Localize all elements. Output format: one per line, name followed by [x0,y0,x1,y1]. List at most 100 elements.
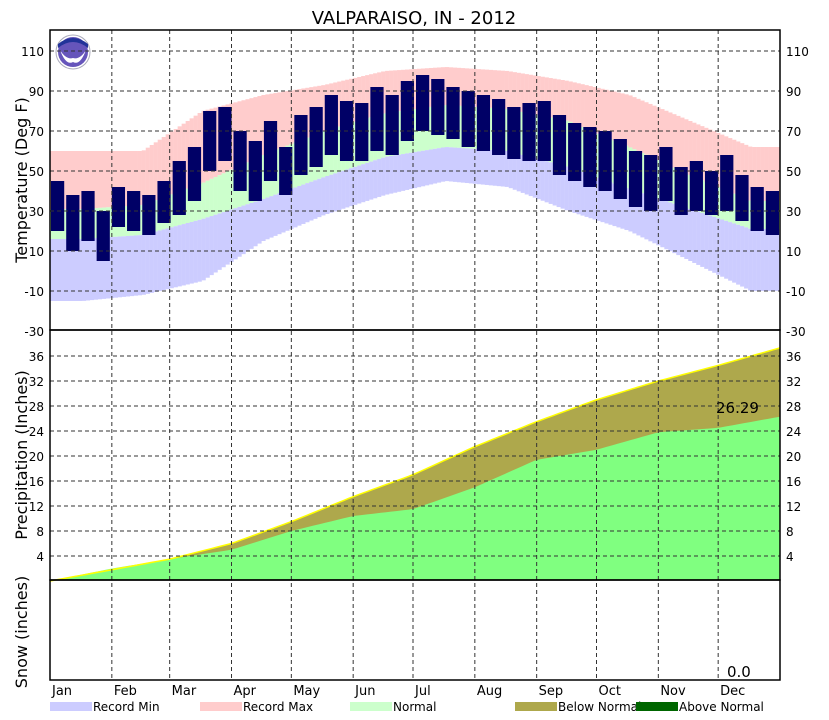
record-min-bar [113,236,119,298]
record-min-bar [369,161,374,200]
record-min-bar [732,223,737,283]
record-max-bar [576,83,581,126]
record-min-bar [181,224,186,286]
precip-tick-right: 36 [786,350,801,364]
legend-label: Below Normal [558,700,641,714]
precip-tick-right: 16 [786,475,801,489]
record-max-bar [748,146,753,201]
record-min-bar [648,195,653,242]
temp-tick-right: 50 [786,165,801,179]
record-max-bar [544,77,549,117]
record-min-bar [572,169,577,213]
record-max-bar [528,74,533,114]
precip-actual-area [50,416,780,581]
normal-range-bar [201,182,206,219]
record-max-bar [157,139,162,199]
record-min-bar [760,229,765,291]
month-label: May [293,684,320,699]
precip-tick-right: 32 [786,375,801,389]
record-min-bar [345,169,350,208]
record-min-bar [189,221,194,284]
record-min-bar [361,164,366,203]
normal-range-bar [193,185,198,221]
record-max-bar [460,68,466,107]
record-max-bar [492,70,497,109]
record-max-bar [444,67,450,106]
record-min-bar [708,215,713,271]
record-min-bar [137,235,142,296]
precip-tick-left: 16 [29,475,44,489]
record-max-bar [93,151,99,209]
record-min-bar [65,239,71,301]
month-label: Apr [234,684,257,699]
record-min-bar [149,232,154,293]
actual-temp-bar [263,121,278,181]
record-max-bar [177,126,182,192]
record-min-bar [456,147,462,183]
record-max-bar [257,96,262,157]
record-max-bar [640,100,645,153]
record-min-bar [476,149,482,185]
normal-range-bar [93,208,99,239]
record-max-bar [744,144,749,199]
record-min-bar [504,150,509,187]
precip-tick-left: 24 [29,425,44,439]
record-max-bar [484,69,489,108]
record-min-bar [317,178,322,218]
record-min-bar [217,213,222,270]
record-min-bar [488,149,493,186]
record-max-bar [113,151,119,207]
actual-temp-bar [507,107,521,159]
normal-range-bar [205,180,210,218]
actual-temp-bar [81,191,95,241]
record-min-bar [448,147,454,182]
record-min-bar [492,150,497,186]
record-min-bar [145,233,150,294]
record-min-bar [117,236,123,298]
record-min-bar [604,180,609,224]
record-min-bar [596,177,601,221]
actual-temp-bar [628,151,643,207]
record-max-bar [69,151,75,209]
temp-tick-right: 70 [786,125,801,139]
normal-range-bar [189,187,194,222]
normal-range-bar [716,186,721,219]
record-max-bar [385,70,390,113]
temp-tick-right: 90 [786,85,801,99]
record-min-bar [241,205,246,255]
record-max-bar [676,115,681,170]
month-label: Oct [599,684,621,699]
record-max-bar [496,70,501,109]
record-max-bar [149,145,154,202]
record-min-bar [305,183,310,223]
record-min-bar [121,236,126,297]
record-min-bar [500,150,505,187]
record-max-bar [600,88,605,136]
legend-swatch-record-min [50,702,92,711]
record-max-bar [169,131,174,195]
actual-temp-bar [294,115,308,175]
month-label: Sep [539,684,564,699]
record-min-bar [664,201,669,250]
record-max-bar [740,143,745,198]
record-min-bar [261,199,266,241]
legend-swatch-below-normal [515,702,557,711]
record-max-bar [53,151,59,209]
normal-range-bar [428,106,434,150]
normal-range-bar [504,108,509,151]
record-min-bar [357,165,362,204]
record-min-bar [405,153,410,190]
temp-tick-right: 110 [786,45,809,59]
record-min-bar [101,237,107,299]
normal-range-bar [488,107,493,150]
record-max-bar [361,76,366,120]
record-max-bar [500,70,505,109]
snow-total-label: 0.0 [727,663,751,681]
record-max-bar [524,74,529,113]
legend-label: Record Max [243,700,313,714]
actual-temp-bar [218,107,232,161]
record-min-bar [293,187,298,228]
record-max-bar [608,90,613,139]
record-min-bar [277,193,282,235]
record-max-bar [97,151,103,208]
